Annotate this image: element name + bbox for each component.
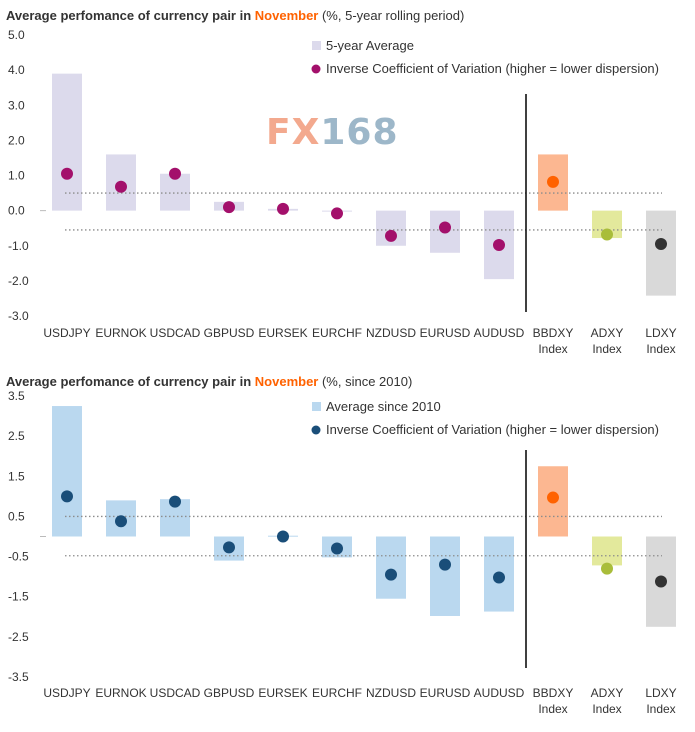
- y-tick-label: 3.0: [8, 98, 25, 112]
- y-tick-label: -1.5: [8, 590, 29, 604]
- y-tick-label: -3.5: [8, 670, 29, 684]
- y-tick-label: -0.5: [8, 550, 29, 564]
- data-point: [655, 575, 667, 588]
- legend-label-bar: Average since 2010: [326, 399, 441, 414]
- category-label: AUDUSD: [474, 686, 525, 700]
- data-point: [169, 495, 181, 508]
- category-label: EURCHF: [312, 686, 362, 700]
- data-point: [115, 515, 127, 528]
- category-label: EURCHF: [312, 326, 362, 340]
- bar-chart-since-2010: 3.5 2.5 1.5 0.5 -0.5 -1.5 -2.5 -3.5 USDJPY EURNOK…: [8, 389, 677, 716]
- data-point: [223, 201, 235, 214]
- data-point: [277, 530, 289, 543]
- y-tick-label: -2.5: [8, 630, 29, 644]
- legend-label-bar: 5-year Average: [326, 38, 414, 53]
- data-point: [277, 202, 289, 215]
- chart-title: Average perfomance of currency pair in N…: [6, 374, 413, 389]
- y-tick-label: -2.0: [8, 274, 29, 288]
- category-label: GBPUSD: [204, 686, 255, 700]
- bar: [160, 173, 190, 211]
- bar: [592, 536, 622, 566]
- category-label: ADXY: [591, 326, 624, 340]
- data-point: [439, 221, 451, 234]
- category-label: USDJPY: [43, 326, 90, 340]
- y-tick-label: 0.0: [8, 204, 25, 218]
- legend-label-dot: Inverse Coefficient of Variation (higher…: [326, 422, 659, 437]
- category-label: Index: [646, 342, 675, 356]
- y-tick-label: 4.0: [8, 63, 25, 77]
- y-tick-label: -3.0: [8, 309, 29, 323]
- watermark-logo: FX168: [266, 112, 399, 153]
- category-label: EURNOK: [95, 326, 146, 340]
- category-label: USDCAD: [150, 326, 201, 340]
- category-label: EURSEK: [258, 686, 307, 700]
- legend-swatch-bar: [312, 41, 321, 50]
- data-point: [547, 491, 559, 504]
- category-label: AUDUSD: [474, 326, 525, 340]
- data-point: [493, 239, 505, 252]
- category-label: Index: [538, 342, 567, 356]
- bar: [376, 536, 406, 599]
- data-point: [385, 229, 397, 242]
- y-tick-label: 2.0: [8, 133, 25, 147]
- data-point: [601, 562, 613, 575]
- category-label: Index: [592, 702, 621, 716]
- data-point: [547, 175, 559, 188]
- category-label: EURUSD: [420, 686, 471, 700]
- category-label: EURNOK: [95, 686, 146, 700]
- bar: [646, 210, 676, 296]
- category-label: NZDUSD: [366, 326, 416, 340]
- data-point: [331, 542, 343, 555]
- y-tick-label: 1.5: [8, 469, 25, 483]
- category-label: Index: [646, 702, 675, 716]
- chart-panel-5-year: Average perfomance of currency pair in N…: [6, 8, 677, 356]
- category-label: BBDXY: [533, 686, 574, 700]
- bar: [52, 406, 82, 537]
- category-label: EURSEK: [258, 326, 307, 340]
- y-tick-label: 5.0: [8, 28, 25, 42]
- data-point: [223, 541, 235, 554]
- bar: [430, 536, 460, 616]
- category-label: USDCAD: [150, 686, 201, 700]
- chart-title: Average perfomance of currency pair in N…: [6, 8, 465, 23]
- category-label: GBPUSD: [204, 326, 255, 340]
- category-label: EURUSD: [420, 326, 471, 340]
- bar-chart-5-year: 5.0 4.0 3.0 2.0 1.0 0.0 -1.0 -2.0 -3.0 USDJPY EURN…: [8, 28, 677, 356]
- category-label: NZDUSD: [366, 686, 416, 700]
- category-label: LDXY: [645, 326, 676, 340]
- legend-label-dot: Inverse Coefficient of Variation (higher…: [326, 61, 659, 76]
- legend-swatch-dot: [311, 425, 321, 435]
- data-point: [493, 571, 505, 584]
- data-point: [115, 180, 127, 193]
- y-tick-label: -1.0: [8, 239, 29, 253]
- data-point: [169, 167, 181, 180]
- y-tick-label: 1.0: [8, 169, 25, 183]
- category-label: Index: [592, 342, 621, 356]
- y-tick-label: 3.5: [8, 389, 25, 403]
- legend-swatch-bar: [312, 402, 321, 411]
- category-label: LDXY: [645, 686, 676, 700]
- legend-swatch-dot: [311, 64, 321, 74]
- y-tick-label: 2.5: [8, 429, 25, 443]
- data-point: [61, 490, 73, 503]
- category-label: Index: [538, 702, 567, 716]
- chart-panel-since-2010: Average perfomance of currency pair in N…: [0, 366, 695, 732]
- category-label: BBDXY: [533, 326, 574, 340]
- y-tick-label: 0.5: [8, 509, 25, 523]
- data-point: [61, 167, 73, 180]
- data-point: [439, 558, 451, 571]
- category-label: ADXY: [591, 686, 624, 700]
- bar: [52, 73, 82, 211]
- category-label: USDJPY: [43, 686, 90, 700]
- data-point: [655, 237, 667, 250]
- data-point: [331, 207, 343, 220]
- data-point: [601, 228, 613, 241]
- data-point: [385, 568, 397, 581]
